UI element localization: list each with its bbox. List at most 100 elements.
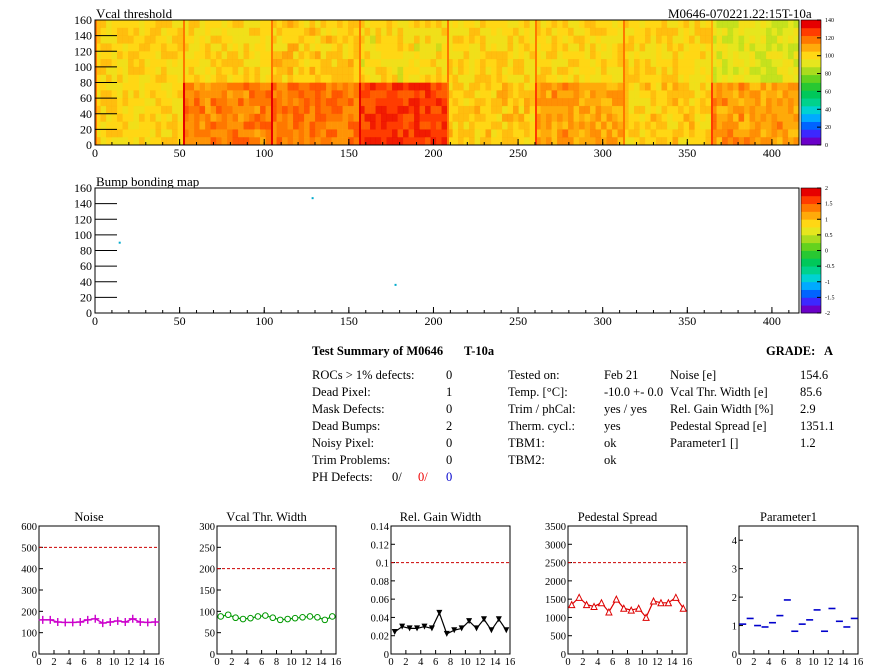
pixel-cell: [623, 51, 629, 60]
roc-edge: [711, 82, 713, 145]
pixel-cell: [568, 20, 574, 29]
pixel-cell: [551, 121, 558, 130]
pixel-cell: [771, 82, 778, 91]
pixel-cell: [540, 35, 547, 44]
pixel-cell: [733, 66, 739, 75]
pixel-cell: [117, 129, 123, 138]
pixel-cell: [700, 105, 706, 115]
pixel-cell: [309, 113, 316, 122]
pixel-cell: [183, 74, 189, 83]
x-tick-label: 200: [424, 146, 442, 160]
pixel-cell: [403, 66, 409, 75]
pixel-cell: [403, 98, 409, 107]
pixel-cell: [573, 74, 580, 83]
pixel-cell: [227, 105, 233, 115]
colour-scale-step: [801, 121, 821, 130]
pixel-cell: [227, 129, 233, 138]
pixel-cell: [403, 82, 409, 91]
pixel-cell: [260, 51, 266, 60]
pixel-cell: [634, 59, 640, 68]
pixel-cell: [628, 129, 635, 138]
pixel-cell: [562, 82, 569, 91]
pixel-cell: [161, 74, 167, 83]
pixel-cell: [656, 43, 662, 52]
pixel-cell: [243, 90, 250, 99]
pixel-cell: [463, 90, 470, 99]
data-point: [436, 609, 443, 616]
pixel-cell: [271, 105, 277, 115]
pixel-cell: [463, 35, 470, 44]
pixel-cell: [645, 121, 651, 130]
vcal-threshold-title: Vcal threshold: [96, 6, 173, 21]
pixel-cell: [386, 129, 393, 138]
pixel-cell: [221, 27, 228, 36]
pixel-cell: [353, 121, 360, 130]
pixel-cell: [562, 105, 569, 115]
dead-bump-point: [118, 241, 121, 244]
pixel-cell: [298, 105, 305, 115]
pixel-cell: [678, 43, 684, 52]
pixel-cell: [672, 27, 679, 36]
y-tick-label: 0: [210, 650, 215, 661]
pixel-cell: [639, 74, 646, 83]
pixel-cell: [304, 98, 310, 107]
pixel-cell: [106, 113, 112, 122]
pixel-cell: [375, 20, 382, 29]
pixel-cell: [227, 82, 233, 91]
pixel-cell: [573, 90, 580, 99]
pixel-cell: [227, 27, 233, 36]
pixel-cell: [612, 129, 618, 138]
pixel-cell: [716, 90, 723, 99]
pixel-cell: [689, 90, 695, 99]
pixel-cell: [100, 43, 107, 52]
pixel-cell: [716, 51, 723, 60]
pixel-cell: [282, 129, 288, 138]
pixel-cell: [95, 90, 101, 99]
pixel-cell: [419, 113, 426, 122]
pixel-cell: [705, 35, 712, 44]
pixel-cell: [546, 105, 552, 115]
pixel-cell: [793, 43, 800, 52]
pixel-cell: [227, 66, 233, 75]
x-tick-label: 6: [610, 657, 615, 668]
pixel-cell: [254, 59, 261, 68]
pixel-cell: [392, 20, 398, 29]
roc-block: [711, 20, 800, 83]
pixel-cell: [771, 113, 778, 122]
pixel-cell: [458, 51, 464, 60]
pixel-cell: [551, 105, 558, 115]
pixel-cell: [573, 27, 580, 36]
pixel-cell: [524, 137, 530, 146]
pixel-cell: [304, 59, 310, 68]
pixel-cell: [408, 27, 415, 36]
pixel-cell: [238, 129, 244, 138]
pixel-cell: [348, 98, 354, 107]
pixel-cell: [161, 35, 167, 44]
pixel-cell: [491, 105, 497, 115]
x-tick-label: 8: [274, 657, 279, 668]
roc-block: [535, 82, 624, 146]
pixel-cell: [425, 20, 431, 29]
pixel-cell: [150, 137, 156, 146]
pixel-cell: [194, 74, 200, 83]
pixel-cell: [282, 35, 288, 44]
pixel-cell: [672, 59, 679, 68]
pixel-cell: [403, 74, 409, 83]
pixel-cell: [760, 66, 767, 75]
roc-edge: [623, 20, 625, 83]
pixel-cell: [474, 43, 481, 52]
pixel-cell: [612, 20, 618, 29]
pixel-cell: [518, 121, 525, 130]
pixel-cell: [513, 113, 519, 122]
pixel-cell: [672, 90, 679, 99]
pixel-cell: [188, 51, 195, 60]
colour-scale-step: [801, 98, 821, 107]
pixel-cell: [419, 105, 426, 115]
x-tick-label: 2: [403, 657, 408, 668]
data-point: [488, 627, 495, 634]
pixel-cell: [469, 66, 475, 75]
roc-plot-frame: [567, 525, 688, 655]
pixel-cell: [166, 74, 173, 83]
data-point: [619, 604, 628, 612]
pixel-cell: [656, 129, 662, 138]
